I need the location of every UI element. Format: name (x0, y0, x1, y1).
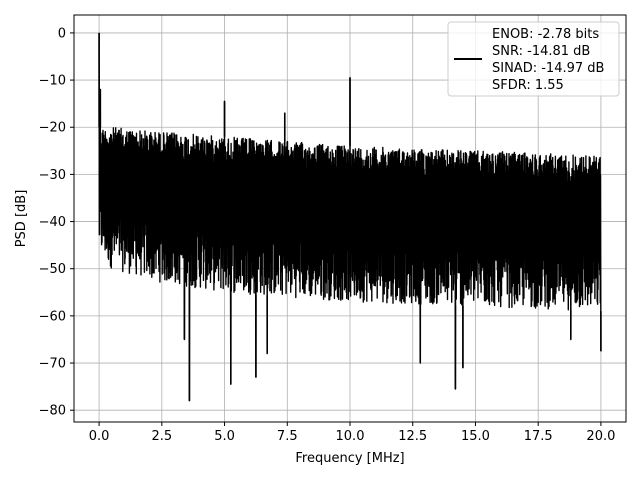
y-tick-label: −80 (39, 404, 66, 419)
legend: ENOB: -2.78 bits SNR: -14.81 dB SINAD: -… (447, 21, 620, 97)
y-axis-label: PSD [dB] (14, 190, 29, 248)
y-tick-label: −40 (39, 215, 66, 230)
x-tick-label: 0.0 (89, 429, 110, 444)
legend-sfdr: SFDR: 1.55 (492, 78, 564, 93)
legend-label: ENOB: -2.78 bits SNR: -14.81 dB SINAD: -… (492, 27, 609, 93)
x-tick-label: 10.0 (336, 429, 365, 444)
x-tick-label: 5.0 (214, 429, 235, 444)
x-tick-label: 2.5 (151, 429, 172, 444)
legend-box (447, 21, 620, 97)
x-tick-label: 7.5 (277, 429, 298, 444)
y-tick-label: −60 (39, 309, 66, 324)
y-tick-label: −10 (39, 74, 66, 89)
x-tick-label: 12.5 (398, 429, 427, 444)
x-axis-ticks: 0.0 2.5 5.0 7.5 10.0 12.5 15.0 17.5 20.0 (89, 422, 615, 444)
y-tick-label: 0 (58, 26, 66, 41)
y-tick-label: −20 (39, 121, 66, 136)
psd-line (98, 32, 602, 402)
x-tick-label: 17.5 (524, 429, 553, 444)
legend-snr: SNR: -14.81 dB (492, 44, 590, 59)
legend-sinad: SINAD: -14.97 dB (492, 61, 604, 76)
x-tick-label: 20.0 (586, 429, 615, 444)
x-tick-label: 15.0 (461, 429, 490, 444)
legend-enob: ENOB: -2.78 bits (492, 27, 599, 42)
y-axis-ticks: 0 −10 −20 −30 −40 −50 −60 −70 −80 (39, 26, 74, 419)
y-tick-label: −50 (39, 262, 66, 277)
x-axis-label: Frequency [MHz] (295, 451, 404, 466)
psd-series (98, 32, 602, 402)
y-tick-label: −30 (39, 168, 66, 183)
y-tick-label: −70 (39, 357, 66, 372)
